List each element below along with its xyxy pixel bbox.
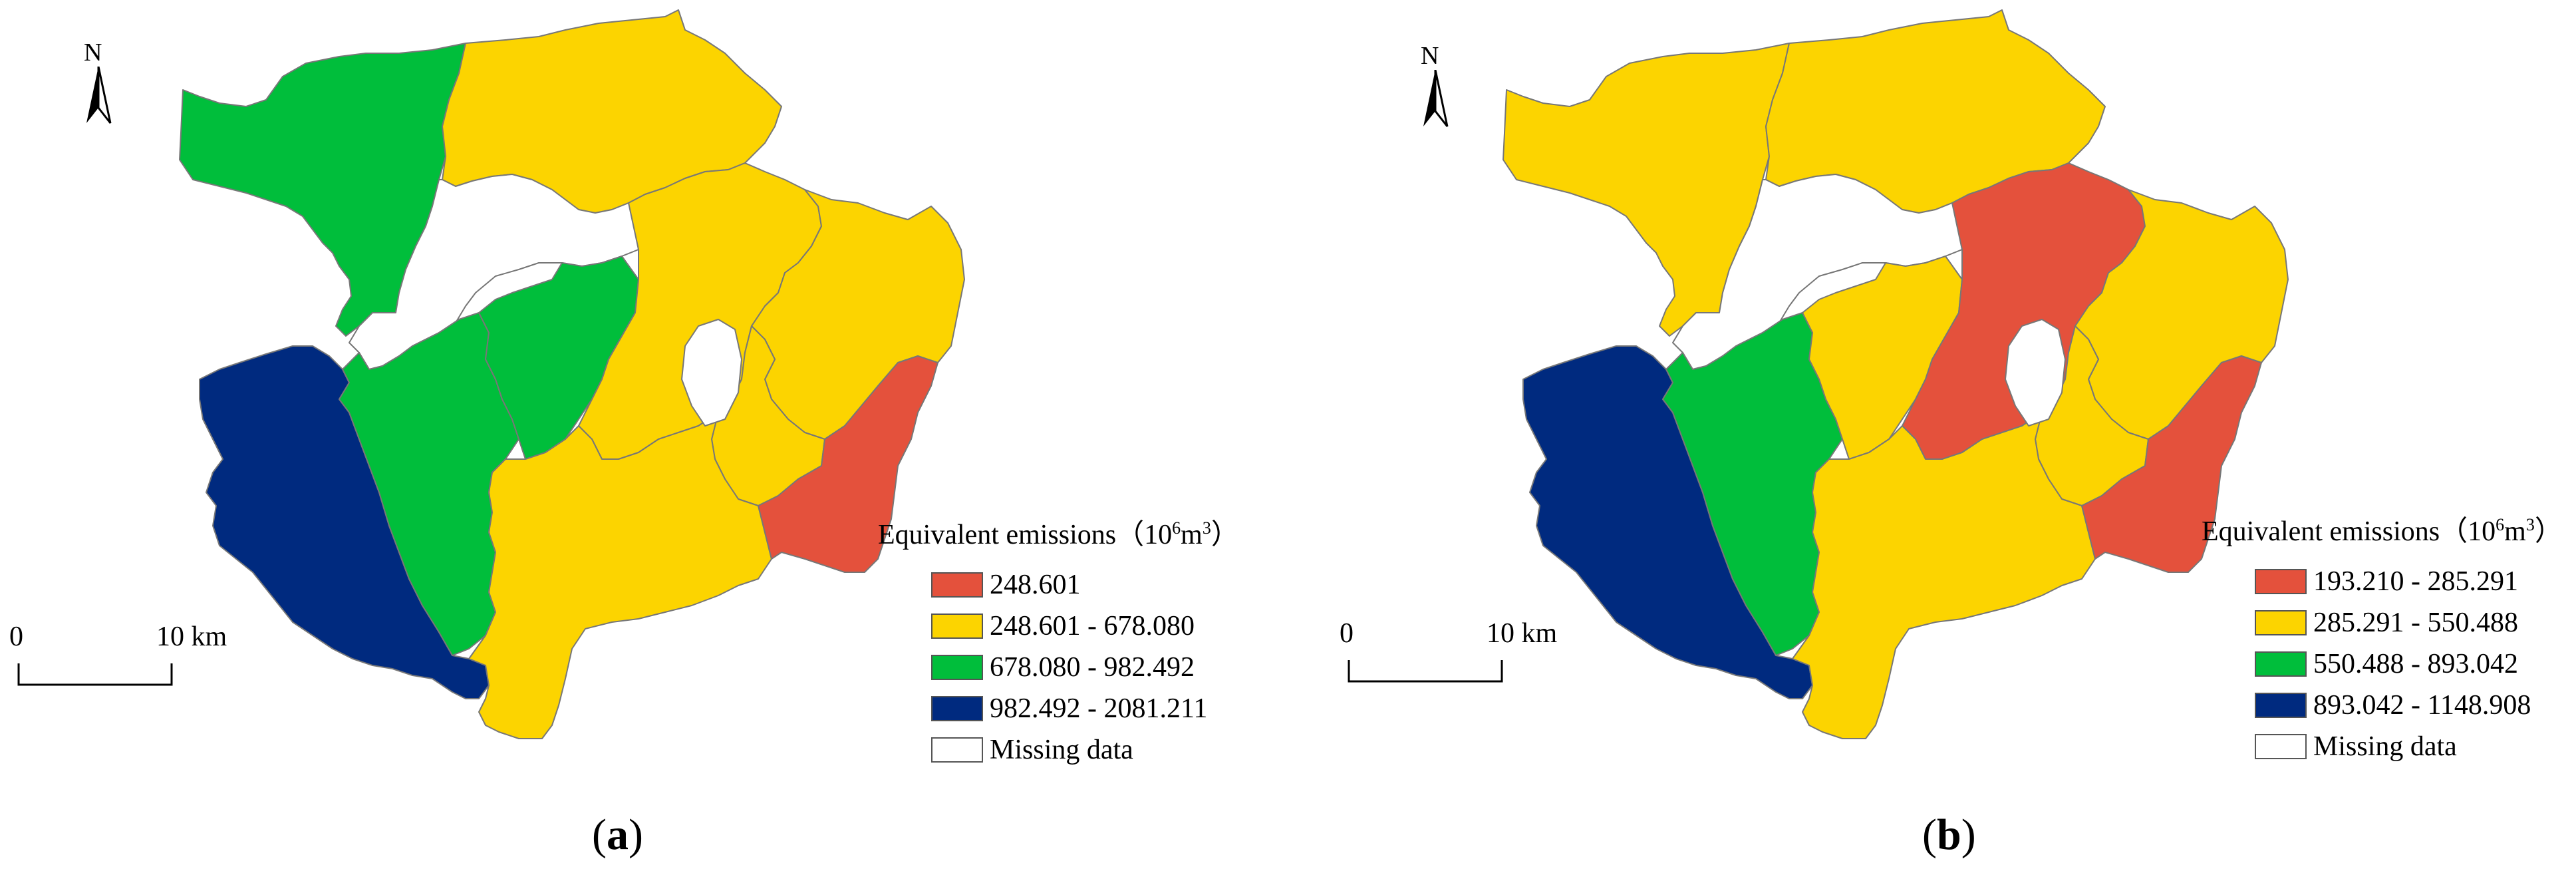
scale-ten-label: 10 km xyxy=(1487,618,1558,649)
legend-title: Equivalent emissions（106m3） xyxy=(878,518,1239,550)
legend-swatch-missing xyxy=(2255,734,2307,759)
legend-title: Equivalent emissions（106m3） xyxy=(2202,515,2563,547)
legend-label: 893.042 - 1148.908 xyxy=(2313,690,2531,721)
legend-a: Equivalent emissions（106m3） 248.601 248.… xyxy=(878,512,1239,771)
region-inner-hole xyxy=(2005,319,2066,427)
panel-label-b: (b) xyxy=(1922,810,1976,859)
scale-line xyxy=(1348,660,1503,683)
scale-line xyxy=(17,663,173,686)
north-arrow-icon xyxy=(1423,70,1449,127)
region-south xyxy=(1792,412,2096,739)
legend-label: 193.210 - 285.291 xyxy=(2313,566,2518,597)
legend-item: 285.291 - 550.488 xyxy=(2255,602,2563,643)
legend-item: 550.488 - 893.042 xyxy=(2255,643,2563,685)
legend-item-missing: Missing data xyxy=(931,729,1239,771)
legend-item: 248.601 xyxy=(931,564,1239,606)
map-panel-b: N 0 10 km Equivalent emissions（106m3） 19… xyxy=(1324,0,2576,877)
legend-item-missing: Missing data xyxy=(2255,726,2563,767)
legend-swatch xyxy=(931,614,983,639)
legend-swatch xyxy=(2255,693,2307,718)
map-panel-a: N 0 10 km Equivalent emissions（106m3） 24… xyxy=(7,9,1239,859)
legend-b: Equivalent emissions（106m3） 193.210 - 28… xyxy=(2202,509,2563,767)
legend-item: 678.080 - 982.492 xyxy=(931,647,1239,688)
legend-item: 982.492 - 2081.211 xyxy=(931,688,1239,729)
panel-label-a: (a) xyxy=(592,810,643,859)
legend-swatch-missing xyxy=(931,737,983,763)
legend-label: 248.601 xyxy=(990,570,1081,600)
region-east xyxy=(2081,355,2262,573)
legend-item: 893.042 - 1148.908 xyxy=(2255,685,2563,726)
legend-label: 678.080 - 982.492 xyxy=(990,652,1195,683)
legend-swatch xyxy=(931,572,983,598)
legend-swatch xyxy=(931,655,983,680)
legend-swatch xyxy=(2255,610,2307,635)
legend-swatch xyxy=(2255,651,2307,677)
north-arrow-icon xyxy=(86,67,112,124)
legend-label: 285.291 - 550.488 xyxy=(2313,608,2518,638)
north-label: N xyxy=(1421,42,1439,70)
region-south xyxy=(468,412,772,739)
north-arrow: N xyxy=(1417,43,1454,130)
region-missing xyxy=(349,174,639,370)
legend-swatch xyxy=(931,696,983,721)
region-inner-hole xyxy=(681,319,742,427)
scale-zero-label: 0 xyxy=(9,621,23,652)
map-b xyxy=(1503,9,2289,739)
region-missing xyxy=(1672,174,1963,370)
legend-item: 193.210 - 285.291 xyxy=(2255,561,2563,602)
legend-label-missing: Missing data xyxy=(990,735,1133,765)
scale-bar: 0 10 km xyxy=(7,621,227,695)
region-east xyxy=(758,355,938,573)
map-a xyxy=(179,9,965,739)
legend-label: 248.601 - 678.080 xyxy=(990,611,1195,641)
legend-item: 248.601 - 678.080 xyxy=(931,606,1239,647)
north-arrow: N xyxy=(80,40,117,126)
scale-bar: 0 10 km xyxy=(1337,618,1557,692)
scale-ten-label: 10 km xyxy=(156,621,227,652)
scale-zero-label: 0 xyxy=(1340,618,1354,649)
north-label: N xyxy=(84,39,102,67)
legend-label: 550.488 - 893.042 xyxy=(2313,649,2518,679)
legend-label: 982.492 - 2081.211 xyxy=(990,693,1208,724)
legend-swatch xyxy=(2255,569,2307,594)
legend-label-missing: Missing data xyxy=(2313,731,2457,762)
